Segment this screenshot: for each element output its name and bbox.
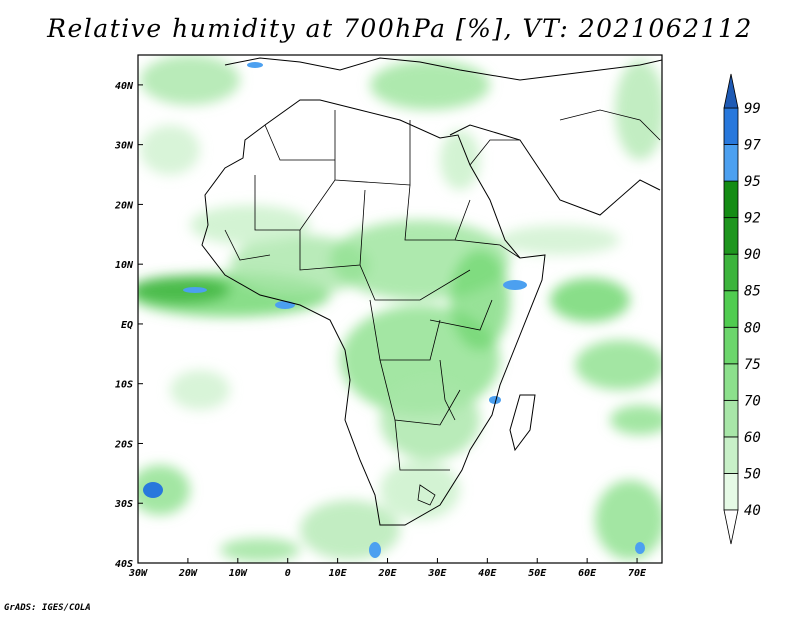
- colorbar-under-triangle: [723, 509, 739, 545]
- colorbar-label: 75: [744, 357, 761, 373]
- longitude-axis: 30W 20W 10W 0 10E 20E 30E 40E 50E 60E 70E: [128, 558, 647, 579]
- colorbar-label: 50: [744, 466, 761, 482]
- colorbar-box: [723, 363, 739, 401]
- country-borders: [224, 109, 661, 506]
- lon-tick-label: 10E: [329, 568, 348, 579]
- colorbar-over-triangle: [723, 73, 739, 109]
- credit-text: GrADS: IGES/COLA: [4, 603, 91, 613]
- lon-tick-label: 50E: [528, 568, 547, 579]
- colorbar-label: 60: [744, 430, 761, 446]
- lat-tick-label: 40S: [115, 559, 133, 570]
- colorbar-label: 80: [744, 320, 761, 336]
- lon-tick-label: 20E: [377, 568, 397, 579]
- lat-tick-label: 30S: [114, 499, 133, 510]
- colorbar-label: 92: [744, 211, 761, 227]
- colorbar-label: 99: [744, 101, 761, 117]
- lon-tick-label: 30E: [427, 568, 447, 579]
- lat-tick-label: 30N: [114, 141, 134, 152]
- lon-tick-label: 40E: [478, 568, 497, 579]
- colorbar-box: [723, 399, 739, 438]
- colorbar-box: [723, 253, 739, 292]
- colorbar-box: [723, 473, 739, 511]
- latitude-axis: 40N 30N 20N 10N EQ 10S 20S 30S 40S: [114, 81, 143, 570]
- colorbar-label: 97: [744, 138, 761, 154]
- colorbar-box: [723, 290, 739, 328]
- lat-tick-label: 10N: [115, 260, 134, 271]
- colorbar-box: [723, 180, 739, 219]
- colorbar-box: [723, 107, 739, 145]
- lon-tick-label: 30W: [128, 568, 148, 579]
- lon-tick-label: 70E: [628, 568, 647, 579]
- colorbar-label: 90: [744, 247, 761, 263]
- lat-tick-label: 40N: [115, 81, 134, 92]
- colorbar-label: 40: [744, 503, 761, 519]
- map-title: Relative humidity at 700hPa [%], VT: 202…: [47, 14, 753, 43]
- colorbar-label: 95: [744, 174, 761, 190]
- colorbar-label: 85: [744, 284, 761, 300]
- colorbar-box: [723, 217, 739, 255]
- lat-tick-label: EQ: [121, 320, 133, 331]
- lon-tick-label: 10W: [229, 568, 248, 579]
- lon-tick-label: 0: [285, 568, 291, 579]
- lat-tick-label: 20S: [114, 439, 133, 450]
- lat-tick-label: 10S: [115, 380, 133, 391]
- colorbar-label: 70: [744, 393, 761, 409]
- coastlines: [201, 57, 662, 526]
- colorbar-box: [723, 436, 739, 474]
- colorbar-box: [723, 144, 739, 182]
- humidity-shading: [138, 55, 662, 562]
- colorbar-box: [723, 326, 739, 365]
- map-frame: [137, 54, 663, 564]
- lon-tick-label: 60E: [578, 568, 597, 579]
- lat-tick-label: 20N: [114, 200, 134, 211]
- colorbar: 40 50 60 70 75 80 85 90 92 95 97 99: [723, 73, 761, 545]
- lon-tick-label: 20W: [178, 568, 198, 579]
